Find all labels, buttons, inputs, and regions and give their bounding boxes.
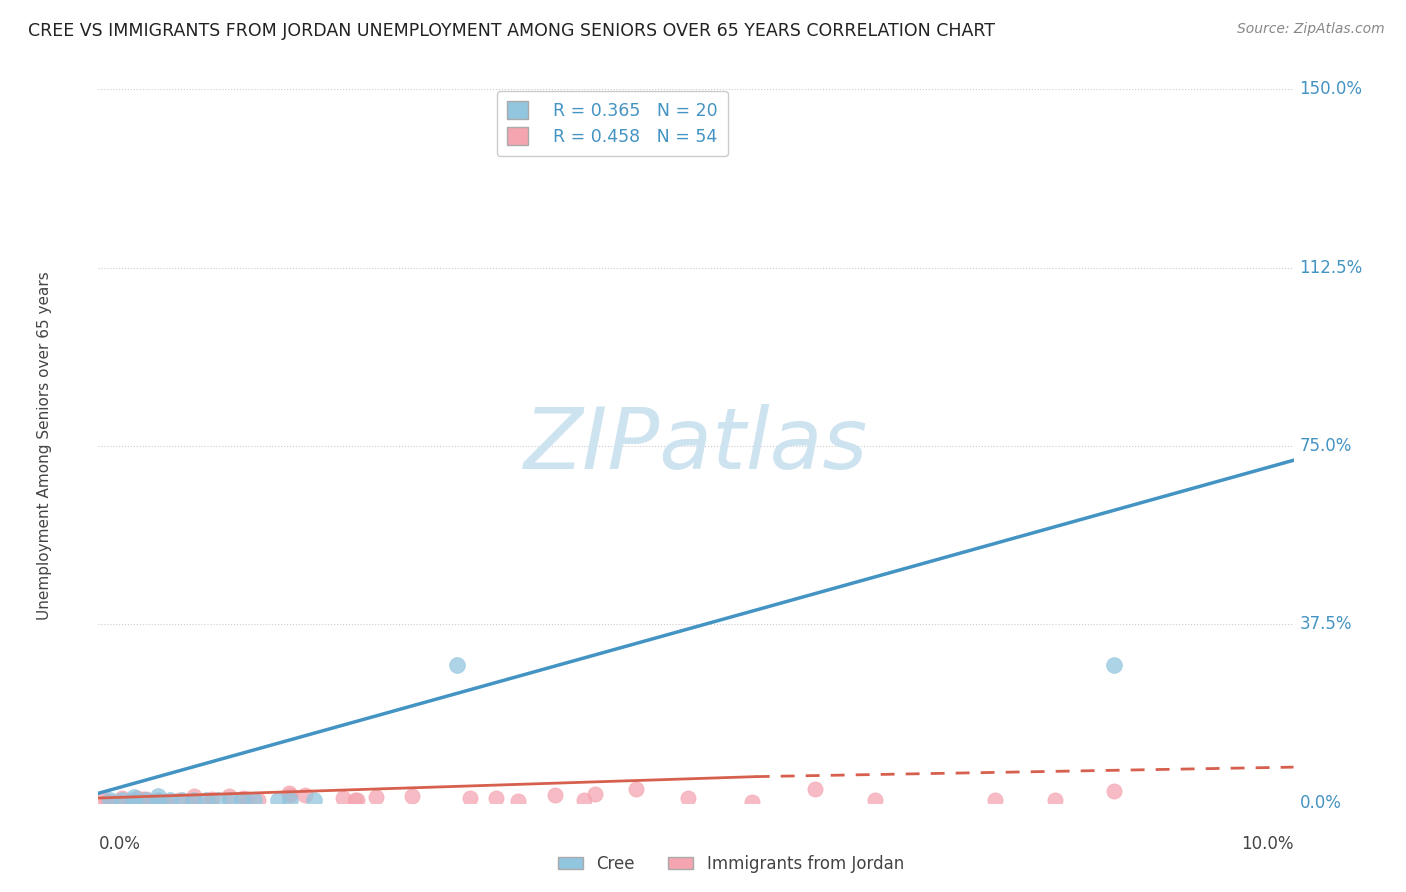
Point bbox=[153, 795, 176, 809]
Point bbox=[344, 793, 367, 807]
Point bbox=[195, 793, 218, 807]
Text: 112.5%: 112.5% bbox=[1299, 259, 1362, 277]
Point bbox=[219, 793, 242, 807]
Point bbox=[125, 791, 148, 805]
Point bbox=[572, 793, 595, 807]
Point bbox=[583, 787, 606, 801]
Point bbox=[458, 790, 481, 805]
Point bbox=[183, 789, 205, 803]
Point bbox=[183, 793, 205, 807]
Point bbox=[676, 791, 699, 805]
Text: Source: ZipAtlas.com: Source: ZipAtlas.com bbox=[1237, 22, 1385, 37]
Point bbox=[148, 793, 170, 807]
Point bbox=[267, 793, 290, 807]
Point bbox=[278, 793, 301, 807]
Point bbox=[180, 794, 202, 808]
Point bbox=[1043, 793, 1066, 807]
Text: Unemployment Among Seniors over 65 years: Unemployment Among Seniors over 65 years bbox=[37, 272, 52, 620]
Point bbox=[124, 790, 146, 805]
Text: 0.0%: 0.0% bbox=[98, 835, 141, 853]
Point bbox=[172, 793, 194, 807]
Point bbox=[197, 796, 219, 810]
Point bbox=[111, 791, 134, 805]
Point bbox=[134, 792, 156, 806]
Point bbox=[278, 788, 301, 802]
Point bbox=[231, 790, 253, 805]
Point bbox=[278, 786, 301, 800]
Point bbox=[98, 793, 122, 807]
Point bbox=[159, 793, 181, 807]
Point bbox=[181, 794, 204, 808]
Point bbox=[132, 792, 155, 806]
Point bbox=[111, 793, 134, 807]
Point bbox=[346, 792, 368, 806]
Point bbox=[294, 788, 316, 802]
Point bbox=[153, 795, 176, 809]
Point bbox=[984, 793, 1007, 807]
Point bbox=[236, 792, 259, 806]
Point bbox=[626, 782, 648, 797]
Text: 75.0%: 75.0% bbox=[1299, 437, 1353, 455]
Legend: Cree, Immigrants from Jordan: Cree, Immigrants from Jordan bbox=[551, 848, 911, 880]
Text: 10.0%: 10.0% bbox=[1241, 835, 1294, 853]
Point bbox=[120, 794, 142, 808]
Point bbox=[120, 794, 142, 808]
Point bbox=[243, 793, 266, 807]
Point bbox=[332, 791, 354, 805]
Point bbox=[1104, 657, 1126, 672]
Point bbox=[804, 781, 827, 796]
Point bbox=[231, 793, 253, 807]
Point bbox=[107, 795, 129, 809]
Point bbox=[201, 791, 224, 805]
Point bbox=[129, 794, 152, 808]
Point bbox=[506, 794, 529, 808]
Legend:   R = 0.365   N = 20,   R = 0.458   N = 54: R = 0.365 N = 20, R = 0.458 N = 54 bbox=[496, 91, 728, 156]
Point bbox=[865, 793, 887, 807]
Point bbox=[247, 793, 270, 807]
Point bbox=[142, 794, 165, 808]
Text: 37.5%: 37.5% bbox=[1299, 615, 1353, 633]
Point bbox=[135, 793, 157, 807]
Point bbox=[93, 791, 115, 805]
Point bbox=[218, 789, 240, 804]
Point bbox=[302, 793, 325, 807]
Text: 150.0%: 150.0% bbox=[1299, 80, 1362, 98]
Point bbox=[148, 789, 170, 803]
Point bbox=[484, 790, 506, 805]
Point bbox=[124, 793, 146, 807]
Point bbox=[544, 788, 567, 802]
Text: CREE VS IMMIGRANTS FROM JORDAN UNEMPLOYMENT AMONG SENIORS OVER 65 YEARS CORRELAT: CREE VS IMMIGRANTS FROM JORDAN UNEMPLOYM… bbox=[28, 22, 995, 40]
Point bbox=[96, 794, 118, 808]
Point bbox=[364, 789, 387, 804]
Text: ZIPatlas: ZIPatlas bbox=[524, 404, 868, 488]
Point bbox=[207, 793, 229, 807]
Point bbox=[401, 789, 423, 804]
Point bbox=[101, 795, 124, 809]
Point bbox=[1104, 784, 1126, 798]
Text: 0.0%: 0.0% bbox=[1299, 794, 1341, 812]
Point bbox=[446, 657, 468, 672]
Point bbox=[167, 793, 190, 807]
Point bbox=[741, 795, 763, 809]
